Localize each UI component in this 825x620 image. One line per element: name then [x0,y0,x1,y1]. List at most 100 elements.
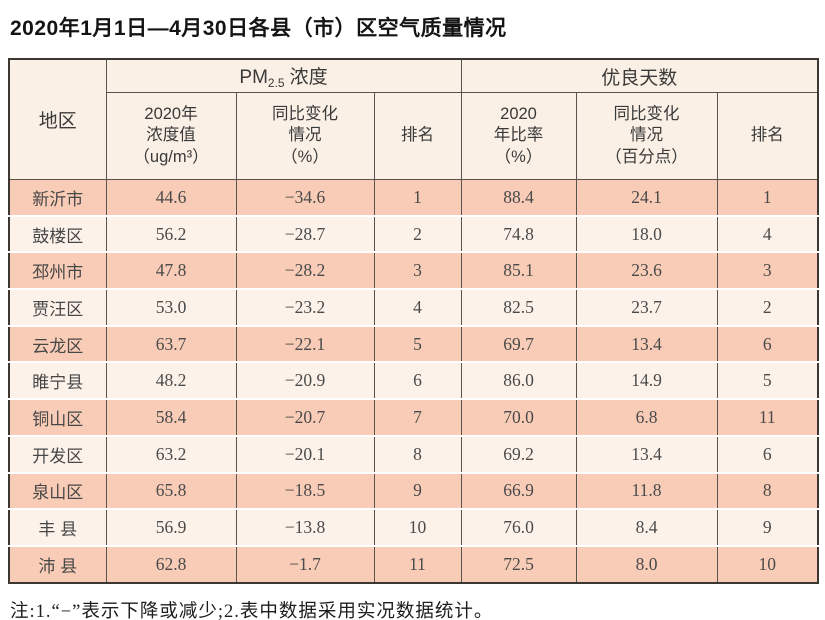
region-cell: 贾汪区 [9,289,106,327]
pm-change-cell: −20.9 [235,362,374,401]
air-quality-table: 地区 PM2.5 浓度 优良天数 2020年 浓度值 （ug/m³） 同比变化 情… [8,58,820,584]
pm-rank-header: 排名 [373,92,461,180]
pm-rank-cell: 7 [373,399,461,437]
table-row: 泉山区 65.8 −18.5 9 66.9 11.8 8 [9,472,819,511]
table-row: 贾汪区 53.0 −23.2 4 82.5 23.7 2 [9,289,819,327]
ratio-rank-cell: 11 [716,399,819,437]
ratio-cell: 69.2 [460,435,576,474]
pm-value-cell: 53.0 [105,289,236,327]
pm-change-header: 同比变化 情况 （%） [235,92,374,180]
pm-change-cell: −34.6 [235,179,374,217]
ratio-rank-cell: 2 [716,289,819,327]
pm-change-cell: −1.7 [235,545,374,583]
ratio-change-cell: 24.1 [575,179,717,217]
table-row: 云龙区 63.7 −22.1 5 69.7 13.4 6 [9,325,819,364]
table-header: 地区 PM2.5 浓度 优良天数 2020年 浓度值 （ug/m³） 同比变化 情… [9,59,819,180]
region-column-header: 地区 [9,59,106,180]
pm25-label-suffix: 浓度 [289,67,328,88]
region-cell: 邳州市 [9,252,106,291]
ratio-cell: 86.0 [460,362,576,401]
region-cell: 鼓楼区 [9,215,106,254]
pm-value-cell: 56.9 [105,509,236,547]
ratio-rank-cell: 9 [716,509,819,547]
ratio-header: 2020 年比率 （%） [460,92,576,180]
ratio-cell: 69.7 [460,325,576,364]
table-row: 睢宁县 48.2 −20.9 6 86.0 14.9 5 [9,362,819,401]
pm-change-cell: −23.2 [235,289,374,327]
pm-value-cell: 62.8 [105,545,236,583]
ratio-cell: 85.1 [460,252,576,291]
table-row: 新沂市 44.6 −34.6 1 88.4 24.1 1 [9,179,819,217]
page-title: 2020年1月1日—4月30日各县（市）区空气质量情况 [10,17,507,40]
pm25-label-prefix: PM [239,67,268,88]
pm-value-cell: 56.2 [105,215,236,254]
ratio-change-cell: 8.0 [575,545,717,583]
table-body: 新沂市 44.6 −34.6 1 88.4 24.1 1 鼓楼区 56.2 −2… [9,179,819,583]
pm-rank-cell: 5 [373,325,461,364]
pm25-group-header: PM2.5 浓度 [105,59,461,93]
ratio-cell: 76.0 [460,509,576,547]
pm-rank-cell: 11 [373,545,461,583]
table-row: 丰 县 56.9 −13.8 10 76.0 8.4 9 [9,509,819,547]
pm-value-cell: 63.7 [105,325,236,364]
pm-value-cell: 47.8 [105,252,236,291]
pm-rank-cell: 4 [373,289,461,327]
pm-change-cell: −28.2 [235,252,374,291]
table-row: 邳州市 47.8 −28.2 3 85.1 23.6 3 [9,252,819,291]
ratio-rank-cell: 6 [716,325,819,364]
pm-rank-cell: 3 [373,252,461,291]
pm-change-cell: −22.1 [235,325,374,364]
pm-change-cell: −28.7 [235,215,374,254]
pm-rank-cell: 8 [373,435,461,474]
pm-value-cell: 44.6 [105,179,236,217]
ratio-change-cell: 6.8 [575,399,717,437]
ratio-rank-cell: 10 [716,545,819,583]
ratio-rank-cell: 4 [716,215,819,254]
table-footnote: 注:1.“−”表示下降或减少;2.表中数据采用实况数据统计。 [10,601,494,620]
pm-value-cell: 58.4 [105,399,236,437]
table-row: 沛 县 62.8 −1.7 11 72.5 8.0 10 [9,545,819,583]
region-cell: 云龙区 [9,325,106,364]
header-group-row: 地区 PM2.5 浓度 优良天数 [9,59,819,180]
region-cell: 泉山区 [9,472,106,511]
ratio-change-cell: 11.8 [575,472,717,511]
pm-rank-cell: 1 [373,179,461,217]
pm-value-cell: 48.2 [105,362,236,401]
ratio-cell: 88.4 [460,179,576,217]
ratio-cell: 82.5 [460,289,576,327]
pm-change-cell: −20.1 [235,435,374,474]
ratio-rank-cell: 1 [716,179,819,217]
ratio-change-cell: 8.4 [575,509,717,547]
pm-change-cell: −18.5 [235,472,374,511]
ratio-cell: 72.5 [460,545,576,583]
ratio-change-cell: 18.0 [575,215,717,254]
region-cell: 丰 县 [9,509,106,547]
pm-change-cell: −13.8 [235,509,374,547]
region-cell: 睢宁县 [9,362,106,401]
table-row: 鼓楼区 56.2 −28.7 2 74.8 18.0 4 [9,215,819,254]
pm-value-header: 2020年 浓度值 （ug/m³） [105,92,236,180]
ratio-change-cell: 14.9 [575,362,717,401]
pm-rank-cell: 6 [373,362,461,401]
ratio-change-cell: 13.4 [575,435,717,474]
header-sub-row: 2020年 浓度值 （ug/m³） 同比变化 情况 （%） 排名 2020 年比… [9,92,819,180]
pm-rank-cell: 2 [373,215,461,254]
pm-change-cell: −20.7 [235,399,374,437]
ratio-change-cell: 23.6 [575,252,717,291]
ratio-change-header: 同比变化 情况 （百分点） [575,92,717,180]
region-cell: 铜山区 [9,399,106,437]
ratio-change-cell: 23.7 [575,289,717,327]
ratio-rank-cell: 5 [716,362,819,401]
ratio-rank-cell: 8 [716,472,819,511]
region-cell: 新沂市 [9,179,106,217]
ratio-rank-cell: 6 [716,435,819,474]
pm25-label-subscript: 2.5 [267,76,285,90]
ratio-cell: 70.0 [460,399,576,437]
ratio-change-cell: 13.4 [575,325,717,364]
ratio-rank-header: 排名 [716,92,819,180]
pm-rank-cell: 9 [373,472,461,511]
good-days-group-header: 优良天数 [460,59,819,93]
pm-value-cell: 65.8 [105,472,236,511]
table-row: 开发区 63.2 −20.1 8 69.2 13.4 6 [9,435,819,474]
